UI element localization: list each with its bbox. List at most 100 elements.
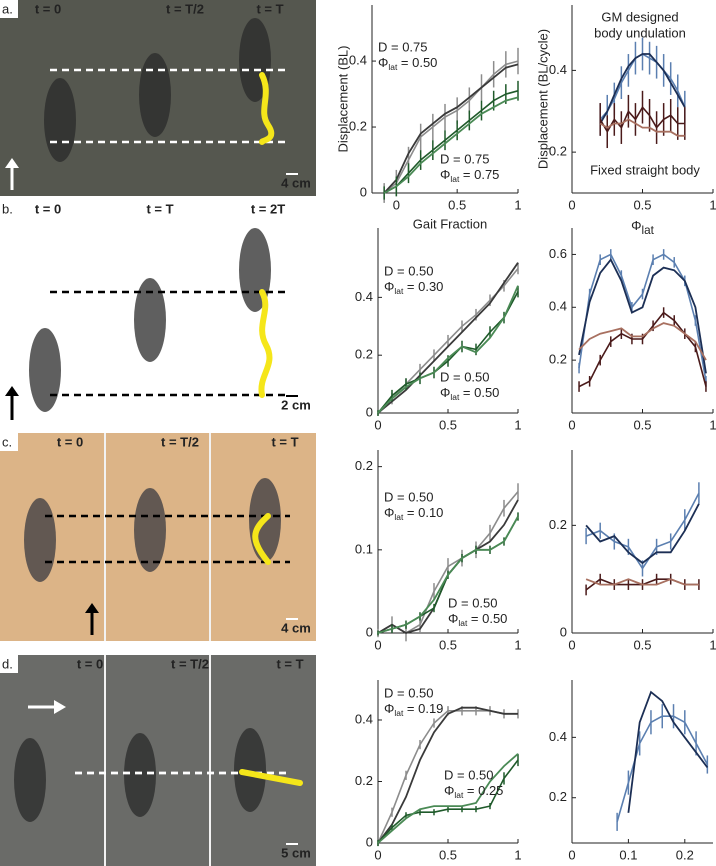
- x-tick-label: 0: [568, 417, 575, 432]
- x-tick-label: 0: [568, 197, 575, 212]
- series-line: [383, 90, 519, 194]
- annotation-value: = 0.50: [467, 611, 507, 626]
- annotation-value: = 0.19: [403, 701, 443, 716]
- symbol-label: Φlat: [631, 218, 654, 237]
- subscript: lat: [458, 618, 468, 628]
- scale-label: 4 cm: [281, 620, 311, 635]
- annotation-value: = 0.50: [459, 385, 499, 400]
- photo-panel: c. t = 0 t = T/2 t = T 4 cm: [0, 433, 316, 641]
- series-line: [578, 253, 707, 382]
- y-tick-label: 0.2: [549, 517, 567, 532]
- series-line: [578, 311, 707, 388]
- series-line: [585, 578, 699, 586]
- x-tick-label: 0: [374, 637, 381, 652]
- x-axis-label: Gait Fraction: [413, 216, 487, 231]
- y-tick-label: 0.2: [549, 352, 567, 367]
- x-tick-label: 0.5: [633, 197, 651, 212]
- robot: [134, 488, 166, 572]
- annotation-value: = 0.50: [397, 55, 437, 70]
- y-tick-label: 0: [366, 624, 373, 639]
- annotation-value: = 0.25: [463, 783, 503, 798]
- series-line: [377, 706, 518, 844]
- trajectory: [252, 513, 271, 565]
- robot: [139, 53, 171, 137]
- series-line: [377, 262, 519, 414]
- symbol: Φ: [384, 279, 394, 294]
- symbol: Φ: [440, 167, 450, 182]
- y-tick-label: 0.4: [349, 53, 367, 68]
- x-tick-label: 1: [514, 417, 521, 432]
- symbol: Φ: [378, 55, 388, 70]
- robot: [134, 278, 166, 362]
- y-tick-label: 0.4: [549, 299, 567, 314]
- annotation: D = 0.50: [448, 595, 498, 610]
- frame-time: t = T/2: [161, 434, 199, 449]
- subscript: lat: [450, 392, 460, 402]
- series-line: [377, 285, 519, 414]
- series-line: [578, 258, 707, 374]
- annotation: D = 0.50: [440, 369, 490, 384]
- series-line: [627, 690, 709, 813]
- x-tick-label: 0: [568, 637, 575, 652]
- x-tick-label: 1: [514, 197, 521, 212]
- frame-time: t = 2T: [251, 201, 285, 216]
- y-tick-label: 0.2: [549, 789, 567, 804]
- series-line: [585, 492, 700, 570]
- symbol: Φ: [444, 783, 454, 798]
- panel-letter-bg: [0, 433, 18, 451]
- robot: [14, 738, 46, 822]
- scale-label: 5 cm: [281, 845, 311, 860]
- x-tick-label: 0.5: [448, 197, 466, 212]
- photo-panel: d. t = 0 t = T/2 t = T 5 cm: [0, 655, 316, 866]
- y-tick-label: 0: [560, 624, 567, 639]
- photo-panel: a. t = 0 t = T/2 t = T 4 cm: [0, 0, 316, 196]
- symbol-label: Φlat = 0.19: [384, 701, 443, 718]
- x-tick-label: 0.5: [439, 847, 457, 862]
- x-tick-label: 0.1: [619, 847, 637, 862]
- y-tick-label: 0.2: [355, 347, 373, 362]
- robot: [44, 78, 76, 162]
- scale-label: 2 cm: [281, 397, 311, 412]
- y-tick-label: 0: [366, 404, 373, 419]
- subscript: lat: [450, 174, 460, 184]
- subscript: lat: [454, 790, 464, 800]
- series-line: [377, 516, 519, 634]
- robot: [124, 733, 156, 817]
- x-tick-label: 1: [709, 197, 716, 212]
- arrow-head: [85, 603, 99, 613]
- series-line: [383, 63, 519, 194]
- y-axis-label: Displacement (BL/cycle): [535, 29, 550, 169]
- arrow-head: [54, 700, 66, 714]
- y-tick-label: 0.6: [549, 246, 567, 261]
- y-tick-label: 0.4: [355, 711, 373, 726]
- annotation: D = 0.50: [384, 263, 434, 278]
- x-tick-label: 1: [514, 637, 521, 652]
- photo-background: [0, 655, 316, 866]
- robot: [24, 498, 56, 582]
- y-axis-label: Displacement (BL): [335, 46, 350, 153]
- x-tick-label: 1: [709, 637, 716, 652]
- y-tick-label: 0.2: [355, 773, 373, 788]
- annotation-value: = 0.10: [403, 505, 443, 520]
- symbol-label: Φlat = 0.10: [384, 505, 443, 522]
- annotation: D = 0.75: [440, 151, 490, 166]
- panel-letter-bg: [0, 0, 18, 18]
- y-tick-label: 0: [360, 184, 367, 199]
- y-tick-label: 0.4: [549, 729, 567, 744]
- y-tick-label: 0.4: [549, 62, 567, 77]
- chart: 0.2 0.4 0.6 0 0.5 1: [549, 228, 716, 432]
- x-tick-label: 0: [393, 197, 400, 212]
- frame-time: t = 0: [57, 434, 83, 449]
- y-tick-label: 0.1: [355, 541, 373, 556]
- y-tick-label: 0: [366, 834, 373, 849]
- panel-letter-bg: [0, 655, 18, 673]
- frame-time: t = T/2: [171, 656, 209, 671]
- panel-letter: a.: [2, 1, 13, 16]
- frame-time: t = 0: [77, 656, 103, 671]
- symbol-label: Φlat = 0.75: [440, 167, 499, 184]
- symbol-label: Φlat = 0.50: [448, 611, 507, 628]
- arrow-head: [5, 158, 19, 168]
- robot: [29, 328, 61, 412]
